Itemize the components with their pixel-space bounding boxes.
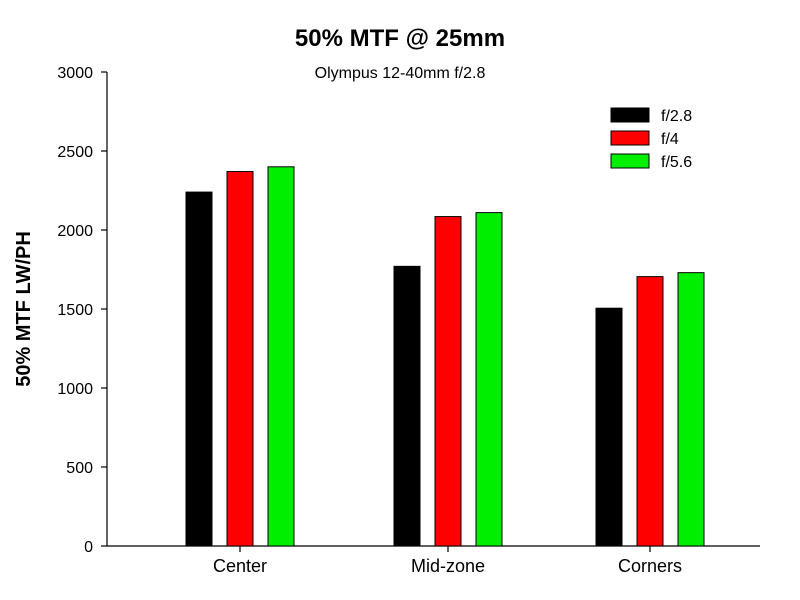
legend-swatch [610, 107, 650, 123]
bar-f5-6-mid-zone [475, 212, 503, 547]
y-axis-label: 50% MTF LW/PH [13, 231, 35, 387]
bar-f4-mid-zone [434, 216, 462, 547]
bar-f2-8-corners [595, 307, 623, 547]
bars [185, 166, 705, 547]
x-tick-label: Mid-zone [411, 556, 485, 576]
legend: f/2.8 f/4 f/5.6 [610, 107, 692, 171]
legend-entry: f/2.8 [610, 107, 692, 125]
bar-f4-corners [636, 276, 664, 547]
bar-group-center [185, 166, 295, 547]
legend-label: f/5.6 [661, 154, 692, 171]
bar-f5-6-center [267, 166, 295, 547]
y-tick-label: 3000 [57, 65, 93, 82]
bar-group-mid-zone [393, 212, 503, 547]
y-tick-label: 1000 [57, 381, 93, 398]
bar-f2-8-center [185, 191, 213, 547]
y-tick-label: 500 [66, 460, 93, 477]
bar-f2-8-mid-zone [393, 265, 421, 547]
bar-group-corners [595, 272, 705, 547]
legend-label: f/2.8 [661, 108, 692, 125]
x-ticks: Center Mid-zone Corners [213, 546, 682, 576]
legend-swatch [610, 130, 650, 146]
x-tick-label: Center [213, 556, 267, 576]
legend-label: f/4 [661, 131, 679, 148]
y-tick-label: 0 [84, 539, 93, 556]
chart-title: 50% MTF @ 25mm [295, 25, 505, 52]
legend-entry: f/5.6 [610, 153, 692, 171]
y-ticks: 0 500 1000 1500 2000 2500 3000 [57, 65, 107, 556]
bar-f5-6-corners [677, 272, 705, 547]
legend-entry: f/4 [610, 130, 679, 148]
y-tick-label: 2500 [57, 144, 93, 161]
y-tick-label: 1500 [57, 302, 93, 319]
chart-subtitle: Olympus 12-40mm f/2.8 [315, 65, 486, 82]
y-tick-label: 2000 [57, 223, 93, 240]
x-tick-label: Corners [618, 556, 682, 576]
bar-f4-center [226, 171, 254, 547]
legend-swatch [610, 153, 650, 169]
